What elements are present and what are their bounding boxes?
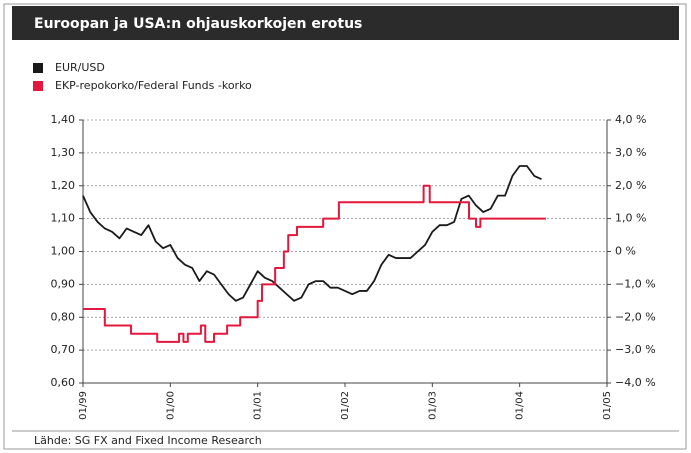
y2-tick-label: 4,0 % — [615, 113, 646, 126]
y-tick-label: 1,20 — [51, 179, 76, 192]
x-tick-label: 01/00 — [165, 391, 176, 420]
y-tick-label: 1,30 — [51, 146, 76, 159]
y-tick-label: 1,00 — [51, 245, 76, 258]
legend-label: EKP-repokorko/Federal Funds -korko — [55, 79, 252, 92]
legend-swatch — [33, 81, 43, 91]
y-tick-label: 0,70 — [51, 343, 76, 356]
x-tick-label: 01/02 — [340, 391, 351, 420]
y2-tick-label: −1,0 % — [615, 277, 656, 290]
y2-tick-label: 2,0 % — [615, 179, 646, 192]
y2-tick-label: 3,0 % — [615, 146, 646, 159]
chart-title: Euroopan ja USA:n ohjauskorkojen erotus — [34, 16, 362, 32]
y2-tick-label: −2,0 % — [615, 310, 656, 323]
y2-tick-label: 1,0 % — [615, 212, 646, 225]
legend-label: EUR/USD — [55, 61, 105, 74]
series-line — [82, 165, 542, 302]
legend-swatch — [33, 63, 43, 73]
series-line — [83, 184, 546, 343]
title-bar — [12, 6, 679, 40]
y-tick-label: 0,90 — [51, 277, 76, 290]
y2-tick-label: 0 % — [615, 245, 636, 258]
y2-tick-label: −3,0 % — [615, 343, 656, 356]
y-tick-label: 0,80 — [51, 310, 76, 323]
x-tick-label: 01/05 — [602, 391, 613, 420]
source: Lähde: SG FX and Fixed Income Research — [34, 434, 262, 447]
x-tick-label: 01/03 — [427, 391, 438, 420]
y-tick-label: 1,40 — [51, 113, 76, 126]
y2-tick-label: −4,0 % — [615, 376, 656, 389]
x-tick-label: 01/04 — [515, 391, 526, 420]
x-tick-label: 01/99 — [78, 391, 89, 420]
y-tick-label: 0,60 — [51, 376, 76, 389]
frame — [3, 3, 687, 450]
y-tick-label: 1,10 — [51, 212, 76, 225]
x-tick-label: 01/01 — [253, 391, 264, 420]
